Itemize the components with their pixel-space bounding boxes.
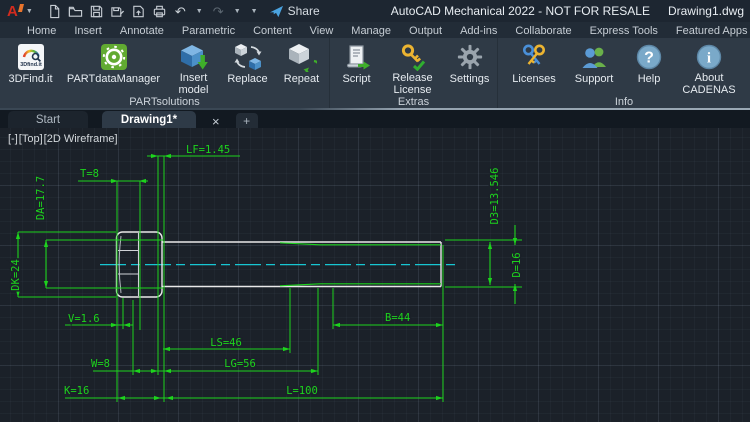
info-circle-icon: i xyxy=(695,41,723,72)
print-icon[interactable] xyxy=(151,3,168,20)
viewport-minimize-control[interactable]: [-] xyxy=(8,133,18,145)
ribbon-tab-home[interactable]: Home xyxy=(27,24,57,37)
title-bar: A ▼ ↶ ▼ ↷ ▼ ▼ Share AutoCAD Mecha xyxy=(0,0,750,22)
share-control[interactable]: Share xyxy=(269,4,320,18)
dim-label-LG: LG=56 xyxy=(224,358,256,370)
ribbon-tab-collaborate[interactable]: Collaborate xyxy=(515,24,572,37)
quick-access-toolbar: ↶ ▼ ↷ ▼ ▼ xyxy=(46,3,261,20)
dim-label-K: K=16 xyxy=(64,385,89,397)
customize-qat-caret[interactable]: ▼ xyxy=(250,7,258,15)
new-tab-button[interactable]: + xyxy=(235,113,258,128)
button-licenses[interactable]: Licenses xyxy=(504,40,564,96)
dim-label-B: B=44 xyxy=(385,312,410,324)
ribbon: 3Dfind.it 3DFind.it PARTdataManager xyxy=(0,38,750,108)
dimension-arrowheads xyxy=(15,153,518,401)
redo-icon[interactable]: ↷ xyxy=(212,3,224,19)
dim-label-L: L=100 xyxy=(286,385,318,397)
dim-label-W: W=8 xyxy=(91,358,110,370)
dim-label-DK: DK=24 xyxy=(10,259,22,291)
button-support[interactable]: Support xyxy=(564,40,624,96)
button-script[interactable]: Script xyxy=(332,40,382,96)
svg-text:i: i xyxy=(707,50,711,66)
dim-label-V: V=1.6 xyxy=(68,313,100,325)
button-about-cadenas[interactable]: i About CADENAS xyxy=(674,40,744,96)
file-tab-drawing1[interactable]: Drawing1* xyxy=(102,111,196,128)
save-as-icon[interactable] xyxy=(109,3,126,20)
button-settings[interactable]: Settings xyxy=(444,40,496,96)
dimension-labels[interactable]: LF=1.45 T=8 DA=17.7 DK=24 D3=13.546 D=16… xyxy=(9,143,525,399)
ribbon-tab-parametric[interactable]: Parametric xyxy=(181,24,236,37)
ribbon-group-info: Licenses Support xyxy=(498,38,750,108)
bolt-drawing: LF=1.45 T=8 DA=17.7 DK=24 D3=13.546 D=16… xyxy=(9,143,525,402)
dim-label-DA: DA=17.7 xyxy=(35,176,47,220)
dim-label-D: D=16 xyxy=(511,252,523,277)
button-repeat[interactable]: Repeat xyxy=(275,40,329,96)
dim-label-LF: LF=1.45 xyxy=(186,144,230,156)
cube-insert-icon xyxy=(179,41,209,72)
share-plane-icon xyxy=(269,5,283,18)
button-insert-model[interactable]: Insert model xyxy=(167,40,221,96)
close-tab-icon[interactable]: × xyxy=(212,114,220,129)
cube-replace-icon xyxy=(233,41,263,73)
app-title: AutoCAD Mechanical 2022 - NOT FOR RESALE xyxy=(390,4,650,18)
ribbon-tab-add-ins[interactable]: Add-ins xyxy=(460,24,498,37)
dim-label-LS: LS=46 xyxy=(210,337,242,349)
dim-label-T: T=8 xyxy=(80,168,99,180)
group-label-info[interactable]: Info xyxy=(614,96,634,108)
ribbon-tab-express-tools[interactable]: Express Tools xyxy=(589,24,658,37)
undo-caret[interactable]: ▼ xyxy=(195,7,203,15)
button-release-license[interactable]: Release License xyxy=(382,40,444,96)
ribbon-tab-output[interactable]: Output xyxy=(409,24,443,37)
ribbon-tab-content[interactable]: Content xyxy=(253,24,292,37)
button-3dfindit[interactable]: 3Dfind.it 3DFind.it xyxy=(1,40,61,96)
share-label: Share xyxy=(287,4,320,18)
button-partdatamanager[interactable]: PARTdataManager xyxy=(61,40,167,96)
question-circle-icon: ? xyxy=(635,41,663,73)
svg-text:?: ? xyxy=(644,50,654,67)
document-title: Drawing1.dwg xyxy=(667,4,744,18)
file-tab-bar: Start Drawing1* × + xyxy=(0,110,750,128)
viewport-controls: [-] [Top] [2D Wireframe] xyxy=(8,133,118,145)
dimension-lines xyxy=(17,155,516,399)
open-file-icon[interactable] xyxy=(67,3,84,20)
partdatamanager-logo-icon xyxy=(100,41,128,73)
group-label-partsolutions[interactable]: PARTsolutions xyxy=(129,96,200,108)
ribbon-tab-manage[interactable]: Manage xyxy=(351,24,392,37)
key-check-icon xyxy=(399,41,427,72)
cube-repeat-icon xyxy=(287,41,317,73)
autocad-logo[interactable]: A xyxy=(7,4,24,19)
viewport-visual-style-control[interactable]: [2D Wireframe] xyxy=(43,133,118,145)
ribbon-group-extras: Script Release License xyxy=(330,38,498,108)
group-label-extras[interactable]: Extras xyxy=(397,96,430,108)
two-people-icon xyxy=(580,41,608,73)
3dfindit-logo-icon: 3Dfind.it xyxy=(17,41,45,73)
app-menu-caret[interactable]: ▼ xyxy=(25,7,33,15)
save-web-mobile-icon[interactable] xyxy=(130,3,147,20)
undo-icon[interactable]: ↶ xyxy=(174,3,186,19)
ribbon-tab-annotate[interactable]: Annotate xyxy=(119,24,164,37)
ribbon-group-partsolutions: 3Dfind.it 3DFind.it PARTdataManager xyxy=(0,38,330,108)
redo-caret[interactable]: ▼ xyxy=(233,7,241,15)
ribbon-tab-view[interactable]: View xyxy=(309,24,334,37)
gear-icon xyxy=(456,41,484,73)
button-replace[interactable]: Replace xyxy=(221,40,275,96)
thread-geometry[interactable] xyxy=(279,242,441,287)
viewport-view-control[interactable]: [Top] xyxy=(18,133,43,145)
save-icon[interactable] xyxy=(88,3,105,20)
svg-text:3Dfind.it: 3Dfind.it xyxy=(20,62,42,68)
dimension-extension-lines xyxy=(18,156,522,402)
ribbon-tab-featured-apps[interactable]: Featured Apps xyxy=(675,24,748,37)
ribbon-tab-bar: Home Insert Annotate Parametric Content … xyxy=(0,22,750,38)
dim-label-D3: D3=13.546 xyxy=(489,168,501,225)
drawing-canvas[interactable]: [-] [Top] [2D Wireframe] xyxy=(0,128,750,422)
ribbon-tab-insert[interactable]: Insert xyxy=(74,24,102,37)
two-keys-icon xyxy=(520,41,548,73)
script-scroll-icon xyxy=(343,41,371,73)
new-file-icon[interactable] xyxy=(46,3,63,20)
button-help[interactable]: ? Help xyxy=(624,40,674,96)
autocad-logo-flash xyxy=(17,4,24,12)
ribbon-bottom-edge xyxy=(0,108,750,110)
file-tab-start[interactable]: Start xyxy=(8,111,88,128)
